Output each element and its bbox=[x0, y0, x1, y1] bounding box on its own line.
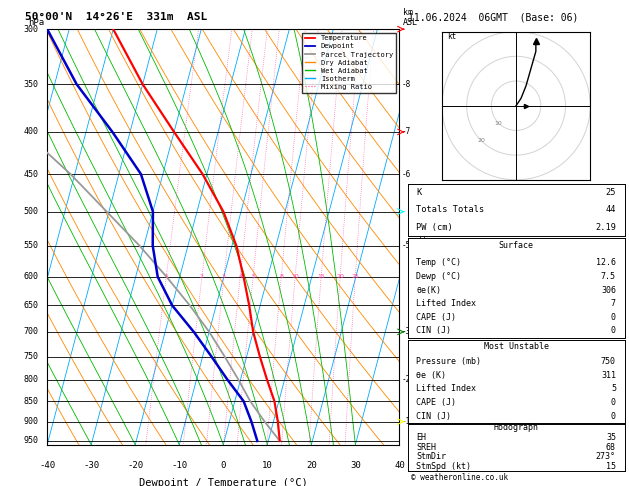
Text: 0: 0 bbox=[611, 327, 616, 335]
Text: PW (cm): PW (cm) bbox=[416, 223, 453, 231]
Text: 650: 650 bbox=[23, 301, 38, 310]
Text: -30: -30 bbox=[83, 461, 99, 470]
Text: 550: 550 bbox=[23, 241, 38, 250]
Text: 900: 900 bbox=[23, 417, 38, 426]
Text: 1: 1 bbox=[164, 274, 168, 279]
Text: 400: 400 bbox=[23, 127, 38, 137]
Text: 700: 700 bbox=[23, 328, 38, 336]
Text: Hodograph: Hodograph bbox=[494, 423, 538, 432]
Text: 50°00'N  14°26'E  331m  ASL: 50°00'N 14°26'E 331m ASL bbox=[25, 12, 208, 22]
Text: hPa: hPa bbox=[28, 18, 44, 27]
Text: 15: 15 bbox=[317, 274, 325, 279]
Text: 273°: 273° bbox=[596, 452, 616, 461]
Text: -7: -7 bbox=[401, 127, 411, 137]
Text: 5: 5 bbox=[611, 384, 616, 394]
Text: -40: -40 bbox=[39, 461, 55, 470]
Text: 0: 0 bbox=[611, 398, 616, 407]
Text: 40: 40 bbox=[394, 461, 405, 470]
Text: 3: 3 bbox=[222, 274, 226, 279]
Text: Lifted Index: Lifted Index bbox=[416, 299, 476, 308]
Text: 10: 10 bbox=[495, 121, 503, 126]
Text: CIN (J): CIN (J) bbox=[416, 327, 451, 335]
Text: 0: 0 bbox=[611, 412, 616, 420]
Text: 750: 750 bbox=[23, 352, 38, 361]
Text: 15: 15 bbox=[606, 462, 616, 471]
Text: θe(K): θe(K) bbox=[416, 286, 442, 295]
Text: 11.06.2024  06GMT  (Base: 06): 11.06.2024 06GMT (Base: 06) bbox=[408, 12, 578, 22]
Text: 35: 35 bbox=[606, 433, 616, 442]
Text: StmSpd (kt): StmSpd (kt) bbox=[416, 462, 471, 471]
Text: kt: kt bbox=[447, 32, 456, 41]
Text: 306: 306 bbox=[601, 286, 616, 295]
Legend: Temperature, Dewpoint, Parcel Trajectory, Dry Adiabat, Wet Adiabat, Isotherm, Mi: Temperature, Dewpoint, Parcel Trajectory… bbox=[302, 33, 396, 93]
Text: Dewp (°C): Dewp (°C) bbox=[416, 272, 461, 281]
Text: 30: 30 bbox=[350, 461, 361, 470]
Text: CIN (J): CIN (J) bbox=[416, 412, 451, 420]
Text: 300: 300 bbox=[23, 25, 38, 34]
Text: 0: 0 bbox=[611, 313, 616, 322]
Text: © weatheronline.co.uk: © weatheronline.co.uk bbox=[411, 473, 508, 482]
Text: -1LCL: -1LCL bbox=[401, 417, 425, 426]
Text: 8: 8 bbox=[279, 274, 283, 279]
Text: 5: 5 bbox=[251, 274, 255, 279]
Text: 20: 20 bbox=[337, 274, 344, 279]
Text: 800: 800 bbox=[23, 375, 38, 384]
Text: 20: 20 bbox=[306, 461, 317, 470]
Text: Dewpoint / Temperature (°C): Dewpoint / Temperature (°C) bbox=[139, 478, 308, 486]
Text: 850: 850 bbox=[23, 397, 38, 406]
Text: Temp (°C): Temp (°C) bbox=[416, 259, 461, 267]
Text: 450: 450 bbox=[23, 170, 38, 178]
Text: 10: 10 bbox=[291, 274, 299, 279]
Text: EH: EH bbox=[416, 433, 426, 442]
Text: 44: 44 bbox=[606, 205, 616, 214]
Text: 0: 0 bbox=[221, 461, 226, 470]
Text: -5: -5 bbox=[401, 241, 411, 250]
Text: -8: -8 bbox=[401, 80, 411, 89]
Text: 68: 68 bbox=[606, 443, 616, 452]
Text: 2.19: 2.19 bbox=[595, 223, 616, 231]
Text: 350: 350 bbox=[23, 80, 38, 89]
Text: 7: 7 bbox=[611, 299, 616, 308]
Text: K: K bbox=[416, 188, 421, 197]
Text: 12.6: 12.6 bbox=[596, 259, 616, 267]
Text: Totals Totals: Totals Totals bbox=[416, 205, 484, 214]
Text: 25: 25 bbox=[606, 188, 616, 197]
Text: -2: -2 bbox=[401, 375, 411, 384]
Text: Lifted Index: Lifted Index bbox=[416, 384, 476, 394]
Text: Pressure (mb): Pressure (mb) bbox=[416, 357, 481, 366]
Text: Most Unstable: Most Unstable bbox=[484, 342, 548, 350]
Text: -6: -6 bbox=[401, 170, 411, 178]
Text: 25: 25 bbox=[352, 274, 359, 279]
Text: 950: 950 bbox=[23, 436, 38, 446]
Text: CAPE (J): CAPE (J) bbox=[416, 398, 456, 407]
Text: θe (K): θe (K) bbox=[416, 371, 446, 380]
Text: StmDir: StmDir bbox=[416, 452, 446, 461]
Text: 750: 750 bbox=[601, 357, 616, 366]
Text: 7.5: 7.5 bbox=[601, 272, 616, 281]
Text: Mixing Ratio (g/kg): Mixing Ratio (g/kg) bbox=[419, 193, 428, 281]
Text: CAPE (J): CAPE (J) bbox=[416, 313, 456, 322]
Text: -10: -10 bbox=[171, 461, 187, 470]
Text: -20: -20 bbox=[127, 461, 143, 470]
Text: km
ASL: km ASL bbox=[403, 8, 418, 27]
Text: -3: -3 bbox=[401, 328, 411, 336]
Text: 20: 20 bbox=[477, 138, 485, 143]
Text: 2: 2 bbox=[200, 274, 204, 279]
Text: 600: 600 bbox=[23, 272, 38, 281]
Text: 311: 311 bbox=[601, 371, 616, 380]
Text: 10: 10 bbox=[262, 461, 273, 470]
Text: 500: 500 bbox=[23, 207, 38, 216]
Text: SREH: SREH bbox=[416, 443, 437, 452]
Text: 4: 4 bbox=[238, 274, 242, 279]
Text: Surface: Surface bbox=[499, 241, 533, 250]
